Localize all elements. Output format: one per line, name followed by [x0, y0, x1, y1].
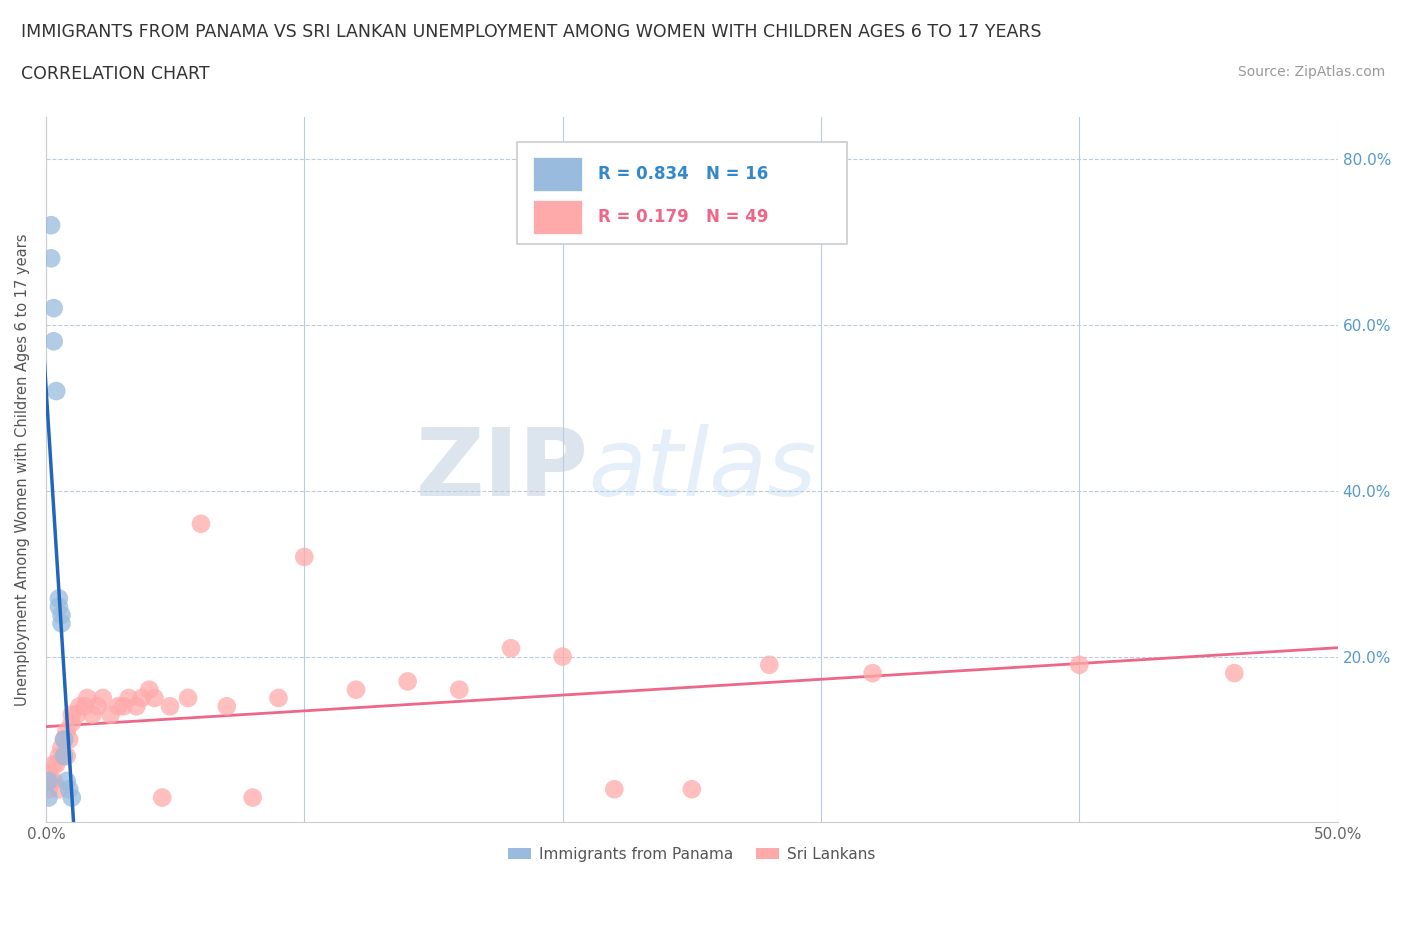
Point — [681, 782, 703, 797]
Point — [76, 691, 98, 706]
Point — [449, 683, 471, 698]
Point — [396, 674, 419, 689]
Point — [215, 698, 238, 713]
Point — [45, 757, 67, 772]
Point — [58, 782, 80, 797]
Point — [69, 698, 91, 713]
Point — [39, 218, 62, 232]
Point — [100, 707, 122, 722]
Point — [55, 749, 77, 764]
Point — [42, 774, 65, 789]
Point — [267, 691, 290, 706]
Point — [603, 782, 626, 797]
Text: atlas: atlas — [589, 424, 817, 515]
Point — [1069, 658, 1091, 672]
Point — [53, 732, 76, 747]
Point — [48, 749, 70, 764]
Point — [66, 707, 89, 722]
Point — [42, 334, 65, 349]
Point — [125, 698, 148, 713]
Text: Source: ZipAtlas.com: Source: ZipAtlas.com — [1237, 65, 1385, 79]
Point — [86, 698, 108, 713]
Point — [58, 732, 80, 747]
Text: CORRELATION CHART: CORRELATION CHART — [21, 65, 209, 83]
Point — [45, 383, 67, 398]
Point — [38, 774, 60, 789]
Point — [758, 658, 780, 672]
Point — [55, 724, 77, 738]
Point — [82, 707, 104, 722]
Point — [1223, 666, 1246, 681]
Point — [551, 649, 574, 664]
Point — [117, 691, 139, 706]
Point — [53, 732, 76, 747]
Y-axis label: Unemployment Among Women with Children Ages 6 to 17 years: Unemployment Among Women with Children A… — [15, 233, 30, 706]
Text: R = 0.834   N = 16: R = 0.834 N = 16 — [598, 166, 768, 183]
Point — [150, 790, 173, 805]
Point — [159, 698, 181, 713]
Point — [131, 691, 153, 706]
Point — [38, 765, 60, 780]
Point — [60, 707, 83, 722]
Point — [51, 740, 73, 755]
Point — [138, 683, 160, 698]
Point — [55, 774, 77, 789]
Point — [499, 641, 522, 656]
Point — [862, 666, 884, 681]
Point — [91, 691, 114, 706]
Text: IMMIGRANTS FROM PANAMA VS SRI LANKAN UNEMPLOYMENT AMONG WOMEN WITH CHILDREN AGES: IMMIGRANTS FROM PANAMA VS SRI LANKAN UNE… — [21, 23, 1042, 41]
Point — [60, 790, 83, 805]
Point — [38, 790, 60, 805]
Point — [38, 782, 60, 797]
Text: R = 0.179   N = 49: R = 0.179 N = 49 — [598, 207, 768, 226]
Point — [190, 516, 212, 531]
Point — [107, 698, 129, 713]
Point — [48, 599, 70, 614]
Point — [60, 715, 83, 730]
Point — [48, 782, 70, 797]
Point — [143, 691, 166, 706]
Point — [292, 550, 315, 565]
Point — [42, 300, 65, 315]
Point — [242, 790, 264, 805]
Point — [48, 591, 70, 605]
Point — [177, 691, 200, 706]
Point — [51, 616, 73, 631]
FancyBboxPatch shape — [533, 200, 582, 233]
Point — [39, 774, 62, 789]
Point — [53, 749, 76, 764]
Point — [344, 683, 367, 698]
Point — [42, 757, 65, 772]
Legend: Immigrants from Panama, Sri Lankans: Immigrants from Panama, Sri Lankans — [502, 841, 882, 868]
Point — [73, 698, 96, 713]
Text: ZIP: ZIP — [416, 424, 589, 516]
Point — [51, 607, 73, 622]
FancyBboxPatch shape — [517, 142, 846, 245]
Point — [112, 698, 135, 713]
Point — [39, 251, 62, 266]
FancyBboxPatch shape — [533, 157, 582, 192]
